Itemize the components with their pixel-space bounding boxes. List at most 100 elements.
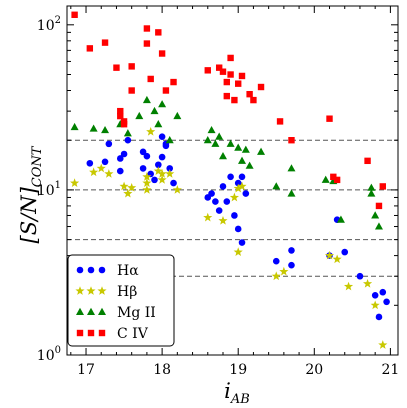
legend-item-square: C IV: [76, 326, 149, 342]
legend-label: Hβ: [117, 284, 137, 300]
data-point-square: [204, 67, 211, 74]
data-point-circle: [151, 176, 158, 184]
data-point-square: [86, 45, 94, 52]
data-point-triangle: [173, 111, 182, 120]
data-point-triangle: [371, 211, 380, 219]
plot-frame: [66, 5, 399, 356]
data-point-triangle: [101, 125, 110, 134]
data-point-triangle: [70, 122, 79, 131]
legend-label: Hα: [117, 263, 139, 279]
legend: Hα Hβ Mg II C IV: [67, 254, 175, 347]
data-point-square: [117, 112, 124, 120]
data-point-square: [215, 64, 223, 71]
data-point-triangle: [234, 143, 243, 151]
data-point-triangle: [272, 182, 281, 190]
data-point-triangle: [165, 136, 174, 144]
legend-label: Mg II: [117, 305, 156, 321]
data-point-circle: [231, 212, 238, 219]
legend-marker-circle: [87, 266, 95, 274]
x-tick-labels: 17 18 19 20 21: [77, 362, 399, 378]
data-point-triangle: [238, 156, 247, 164]
data-point-circle: [215, 207, 223, 214]
data-point-star: [218, 215, 228, 225]
data-point-square: [101, 39, 109, 46]
reference-lines: [67, 139, 398, 277]
legend-item-circle: Hα: [76, 263, 139, 279]
data-point-triangle: [245, 161, 254, 169]
data-point-circle: [158, 133, 166, 141]
data-point-star: [104, 169, 114, 178]
data-point-square: [231, 96, 238, 104]
legend-marker-triangle: [87, 307, 95, 315]
legend-item-triangle: Mg II: [76, 305, 156, 321]
data-point-triangle: [207, 125, 216, 134]
y-tick-label: 100: [37, 345, 61, 364]
data-point-circle: [234, 179, 242, 187]
data-point-star: [70, 178, 80, 187]
data-point-circle: [238, 173, 246, 181]
data-point-circle: [158, 153, 166, 161]
data-point-circle: [143, 152, 151, 160]
x-axis-title: iAB: [224, 379, 250, 407]
data-point-triangle: [321, 175, 330, 183]
data-point-star: [370, 300, 380, 310]
data-point-square: [238, 72, 246, 80]
data-point-circle: [116, 167, 124, 175]
data-point-star: [123, 188, 133, 198]
data-point-triangle: [211, 139, 220, 147]
data-point-square: [162, 87, 170, 94]
data-point-triangle: [215, 132, 224, 140]
data-point-square: [288, 137, 295, 144]
data-point-square: [246, 90, 253, 98]
y-tick-label: 102: [37, 15, 61, 34]
series-star: [70, 126, 388, 349]
data-point-square: [120, 121, 128, 128]
data-point-square: [276, 118, 284, 125]
legend-marker-circle: [76, 266, 84, 274]
legend-marker-star: [75, 286, 85, 295]
data-point-square: [219, 68, 227, 75]
data-point-triangle: [287, 189, 296, 197]
data-point-star: [96, 163, 106, 173]
data-point-star: [363, 278, 373, 288]
data-point-square: [128, 87, 135, 94]
data-point-square: [227, 54, 234, 62]
legend-marker-circle: [98, 266, 106, 274]
data-point-circle: [162, 142, 170, 150]
data-point-triangle: [158, 100, 167, 108]
data-point-triangle: [241, 145, 250, 153]
data-point-square: [375, 202, 383, 210]
data-point-triangle: [367, 189, 376, 197]
data-point-circle: [116, 155, 124, 162]
data-point-circle: [238, 239, 246, 246]
data-point-circle: [120, 150, 128, 158]
data-point-square: [143, 40, 151, 47]
legend-marker-square: [87, 329, 95, 337]
data-point-star: [89, 167, 99, 177]
legend-marker-triangle: [76, 307, 84, 315]
data-point-square: [364, 157, 371, 165]
data-point-star: [271, 271, 281, 281]
legend-label: C IV: [117, 326, 149, 342]
legend-marker-triangle: [98, 307, 106, 315]
data-point-square: [379, 183, 386, 190]
data-point-triangle: [135, 111, 144, 120]
data-point-triangle: [257, 147, 266, 155]
data-point-triangle: [218, 152, 227, 160]
series-triangle: [70, 95, 383, 230]
legend-item-star: Hβ: [75, 284, 137, 300]
data-point-triangle: [287, 164, 296, 172]
data-point-star: [172, 185, 182, 194]
data-point-star: [343, 281, 354, 291]
data-point-square: [113, 64, 120, 71]
data-point-square: [333, 176, 341, 184]
data-point-square: [170, 78, 177, 86]
data-point-square: [158, 50, 166, 57]
data-point-star: [119, 181, 129, 191]
data-point-star: [332, 254, 342, 264]
data-point-circle: [124, 136, 132, 144]
data-point-circle: [86, 159, 94, 167]
data-point-star: [233, 247, 243, 256]
data-series: [70, 11, 390, 349]
